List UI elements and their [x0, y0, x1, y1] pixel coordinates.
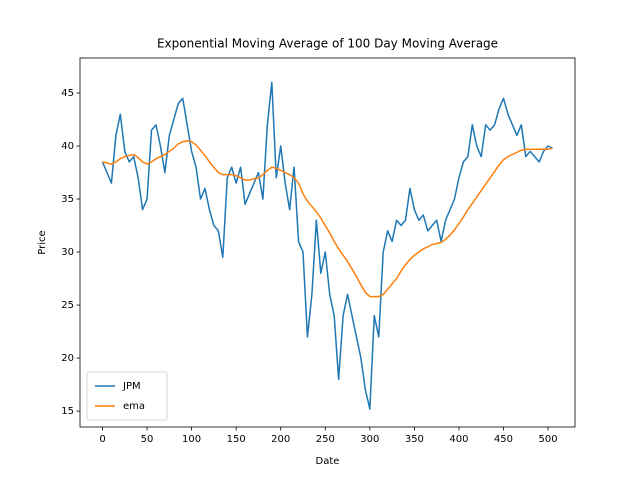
x-tick-label: 400	[449, 434, 468, 445]
x-tick-label: 500	[538, 434, 557, 445]
chart-title: Exponential Moving Average of 100 Day Mo…	[157, 37, 498, 51]
legend: JPM ema	[86, 371, 168, 421]
plot-frame	[79, 57, 576, 428]
legend-label: JPM	[122, 381, 141, 392]
x-tick-label: 350	[405, 434, 424, 445]
y-tick-label: 35	[61, 194, 74, 205]
y-tick-label: 45	[61, 88, 74, 99]
y-tick-label: 15	[61, 406, 74, 417]
legend-label: ema	[123, 401, 145, 412]
series-line	[102, 139, 553, 298]
legend-box	[86, 371, 168, 421]
x-tick-label: 300	[360, 434, 379, 445]
x-tick-label: 0	[99, 434, 105, 445]
x-axis-label: Date	[316, 456, 340, 467]
series-line	[101, 81, 553, 410]
x-tick-label: 100	[182, 434, 201, 445]
x-tick-label: 50	[141, 434, 154, 445]
x-tick-label: 250	[316, 434, 335, 445]
y-tick-label: 25	[61, 300, 74, 311]
y-tick-label: 20	[61, 353, 74, 364]
x-tick-label: 150	[227, 434, 246, 445]
y-tick-label: 30	[61, 247, 74, 258]
x-tick-label: 200	[271, 434, 290, 445]
y-tick-label: 40	[61, 141, 74, 152]
y-axis-label: Price	[37, 230, 48, 254]
x-tick-label: 450	[494, 434, 513, 445]
